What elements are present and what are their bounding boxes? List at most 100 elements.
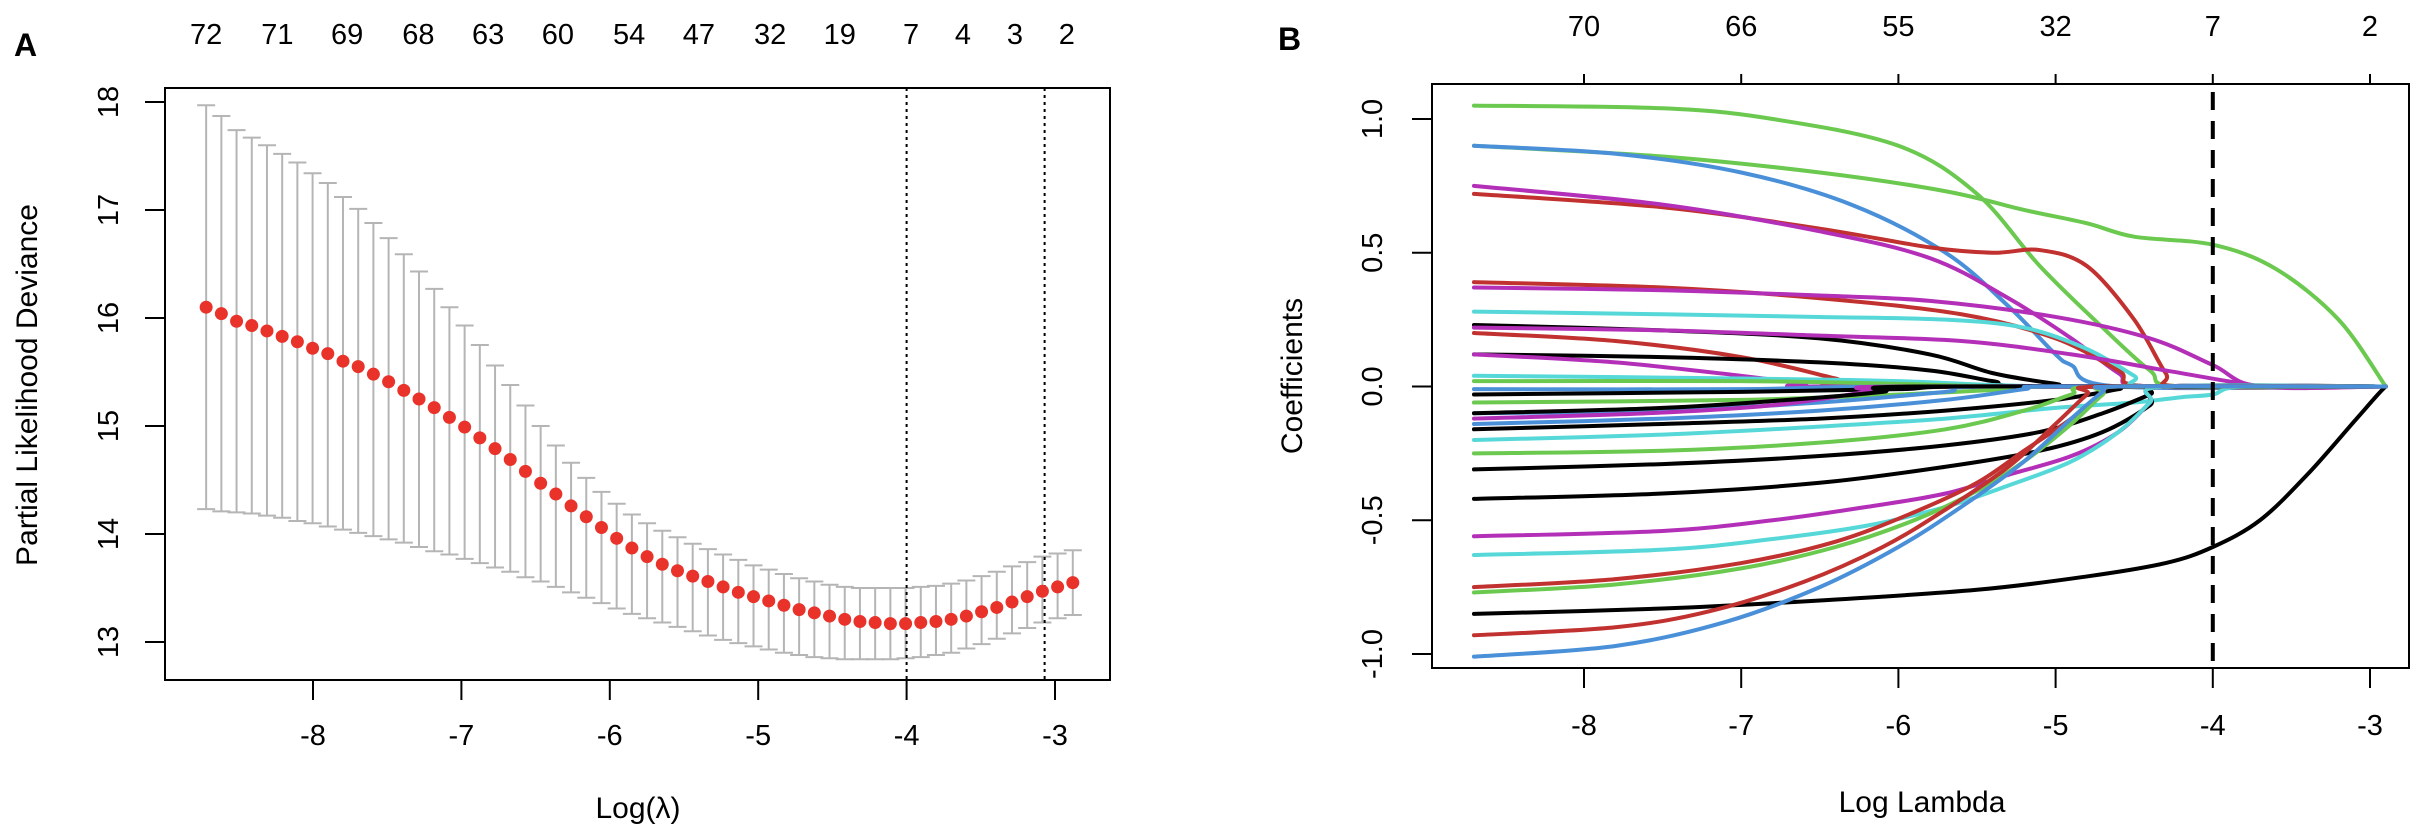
data-point: [929, 614, 943, 628]
a-points: [199, 300, 1080, 631]
x-tick-label: -6: [1886, 710, 1912, 742]
a-reference-lines: [905, 88, 1046, 680]
b-top-axis: 70 66 55 32 7 2: [1568, 11, 2378, 84]
coefficient-path: [1471, 383, 2388, 558]
top-axis-label: 2: [2362, 11, 2378, 43]
data-point: [914, 616, 928, 630]
data-point: [640, 550, 654, 564]
data-point: [488, 442, 502, 456]
data-point: [518, 464, 532, 478]
panel-label-a: A: [14, 27, 37, 63]
top-axis-label: 72: [190, 19, 222, 51]
top-axis-label: 60: [542, 19, 574, 51]
data-point: [1066, 576, 1080, 590]
x-tick-label: -7: [449, 720, 475, 752]
a-y-axis-title: Partial Likelihood Deviance: [11, 204, 44, 566]
x-tick-label: -4: [2200, 710, 2226, 742]
data-point: [670, 564, 684, 578]
data-point: [990, 600, 1004, 614]
x-tick-label: -8: [300, 720, 326, 752]
data-point: [716, 580, 730, 594]
data-point: [594, 521, 608, 535]
coefficient-path: [1471, 143, 2388, 391]
data-point: [899, 617, 913, 631]
data-point: [275, 329, 289, 343]
data-point: [701, 575, 715, 589]
panel-b-coefficient-path-plot: -8 -7 -6 -5 -4 -3 -1.0-0.50.00.51.0 70 66 55 32 7…: [1276, 11, 2410, 819]
top-axis-label: 63: [472, 19, 504, 51]
a-x-axis-title: Log(λ): [595, 792, 680, 825]
y-tick-label: 17: [93, 194, 125, 226]
data-point: [777, 598, 791, 612]
data-point: [397, 383, 411, 397]
x-tick-label: -8: [1571, 710, 1597, 742]
top-axis-label: 55: [1882, 11, 1914, 43]
y-tick-label: -1.0: [1357, 629, 1389, 679]
a-x-axis: -8 -7 -6 -5 -4 -3: [300, 680, 1068, 752]
top-axis-label: 68: [402, 19, 434, 51]
coefficient-path: [1471, 383, 2388, 442]
b-x-axis-title: Log Lambda: [1839, 786, 2006, 819]
y-tick-label: 1.0: [1357, 99, 1389, 139]
data-point: [442, 410, 456, 424]
x-tick-label: -3: [1042, 720, 1068, 752]
data-point: [762, 594, 776, 608]
b-y-axis: -1.0 -0.5 0.0 0.5 1.0: [1357, 99, 1432, 679]
x-tick-label: -5: [745, 720, 771, 752]
top-axis-label: 69: [331, 19, 363, 51]
y-tick-label: 14: [93, 518, 125, 550]
data-point: [625, 541, 639, 555]
data-point: [747, 590, 761, 604]
data-point: [412, 392, 426, 406]
data-point: [1005, 595, 1019, 609]
b-y-axis-title: Coefficients: [1276, 298, 1309, 454]
data-point: [290, 335, 304, 349]
b-plot-frame: [1431, 83, 2410, 669]
data-point: [458, 420, 472, 434]
data-point: [975, 605, 989, 619]
data-point: [382, 375, 396, 389]
top-axis-label: 4: [955, 19, 971, 51]
x-tick-label: -3: [2357, 710, 2383, 742]
top-axis-label: 71: [261, 19, 293, 51]
data-point: [564, 499, 578, 513]
b-coefficient-paths: [1471, 103, 2388, 659]
data-point: [868, 616, 882, 630]
a-top-axis: 72 71 69 68 63 60 54 47 32 19 7 4 3 2: [190, 19, 1075, 51]
y-tick-label: 0.0: [1357, 366, 1389, 406]
top-axis-label: 7: [2205, 11, 2221, 43]
top-axis-label: 2: [1059, 19, 1075, 51]
data-point: [503, 452, 517, 466]
data-point: [214, 307, 228, 321]
top-axis-label: 47: [683, 19, 715, 51]
coefficient-path: [1471, 384, 2388, 659]
data-point: [853, 614, 867, 628]
x-tick-label: -6: [597, 720, 623, 752]
coefficient-path: [1471, 143, 2388, 389]
top-axis-label: 19: [824, 19, 856, 51]
top-axis-label: 7: [903, 19, 919, 51]
data-point: [610, 531, 624, 545]
x-tick-label: -4: [894, 720, 920, 752]
data-point: [306, 341, 320, 355]
a-plot-frame: [164, 87, 1111, 681]
coefficient-path: [1471, 383, 2388, 472]
top-axis-label: 32: [754, 19, 786, 51]
data-point: [655, 557, 669, 571]
y-tick-label: 15: [93, 410, 125, 442]
data-point: [260, 324, 274, 338]
data-point: [792, 603, 806, 617]
data-point: [534, 476, 548, 490]
data-point: [351, 360, 365, 374]
top-axis-label: 32: [2039, 11, 2071, 43]
data-point: [199, 300, 213, 314]
data-point: [1020, 590, 1034, 604]
data-point: [245, 319, 259, 333]
data-point: [230, 314, 244, 328]
y-tick-label: -0.5: [1357, 495, 1389, 545]
y-tick-label: 18: [93, 86, 125, 118]
a-y-axis: 13 14 15 16 17 18: [93, 86, 165, 658]
data-point: [473, 431, 487, 445]
